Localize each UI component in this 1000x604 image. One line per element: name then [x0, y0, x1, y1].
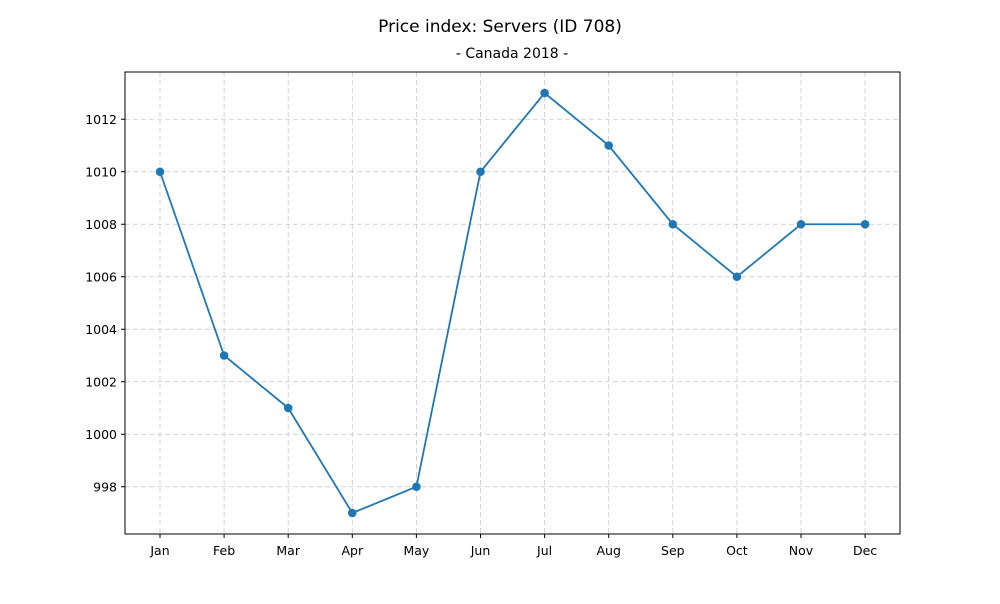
grid	[125, 72, 900, 534]
data-point-oct	[732, 272, 742, 282]
y-tick-label: 1006	[85, 269, 117, 284]
data-point-dec	[860, 219, 870, 229]
x-tick-label: Sep	[661, 543, 685, 558]
x-tick-label: Apr	[341, 543, 363, 558]
data-point-sep	[668, 219, 678, 229]
y-tick-label: 1012	[85, 112, 117, 127]
x-tick-label: Nov	[789, 543, 814, 558]
series-line	[159, 91, 866, 515]
data-point-jan	[155, 167, 165, 177]
x-tick-label: Aug	[596, 543, 620, 558]
x-tick-label: Jun	[470, 543, 491, 558]
data-point-mar	[283, 403, 293, 413]
y-tick-label: 1010	[85, 164, 117, 179]
data-point-apr	[348, 508, 357, 518]
y-tick-label: 1008	[85, 217, 117, 232]
x-tick-label: Feb	[213, 543, 235, 558]
chart-subtitle: - Canada 2018 -	[456, 46, 568, 62]
data-point-aug	[604, 141, 613, 150]
data-point-jul	[540, 88, 549, 98]
data-point-feb	[219, 351, 229, 360]
data-point-may	[412, 482, 421, 492]
x-tick-label: Jul	[536, 543, 552, 558]
x-tick-label: Mar	[276, 543, 300, 558]
x-tick-label: Oct	[726, 543, 748, 558]
y-tick-label: 1002	[85, 374, 117, 389]
y-tick-label: 1004	[85, 322, 117, 337]
axis-ticks: Jan Feb Mar Apr May Jun Jul Aug Sep Oct Nov Dec 998 1…	[85, 112, 877, 558]
x-tick-label: May	[403, 543, 429, 558]
y-tick-label: 1000	[85, 427, 117, 442]
y-tick-label: 998	[93, 479, 117, 494]
x-tick-label: Dec	[853, 543, 877, 558]
chart-title: Price index: Servers (ID 708)	[378, 17, 622, 37]
data-point-nov	[796, 219, 806, 229]
plot-area-frame	[124, 71, 901, 535]
data-point-jun	[476, 167, 485, 177]
series-layer	[155, 88, 870, 518]
x-tick-label: Jan	[149, 543, 169, 558]
